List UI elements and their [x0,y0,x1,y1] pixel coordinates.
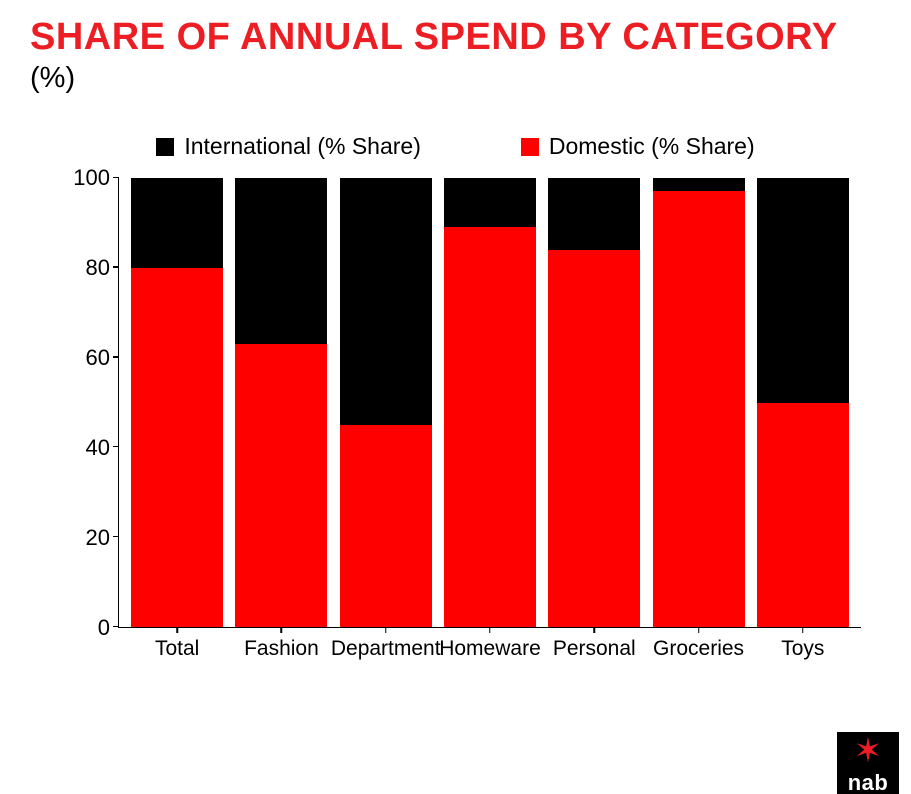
nab-logo: ✶ nab [837,732,899,794]
bar-department: Department [340,178,432,627]
bar-segment-domestic [653,191,745,627]
y-axis-label: 40 [70,435,110,461]
bar-stack [653,178,745,627]
x-axis-tick [281,627,283,633]
y-axis-label: 100 [70,165,110,191]
bar-stack [548,178,640,627]
bar-total: Total [131,178,223,627]
bar-toys: Toys [757,178,849,627]
y-axis-tick [113,626,119,628]
nab-logo-text: nab [848,770,889,794]
bar-segment-international [757,178,849,403]
bar-segment-international [653,178,745,191]
bar-stack [757,178,849,627]
y-axis-tick [113,356,119,358]
legend-swatch-domestic [521,138,539,156]
x-axis-tick [802,627,804,633]
bar-homeware: Homeware [444,178,536,627]
bar-fashion: Fashion [235,178,327,627]
y-axis-tick [113,266,119,268]
x-axis-label: Department [331,637,441,661]
bar-segment-international [131,178,223,268]
y-axis-tick [113,446,119,448]
bar-stack [131,178,223,627]
legend-label-domestic: Domestic (% Share) [549,133,755,160]
x-axis-tick [698,627,700,633]
bar-segment-domestic [548,250,640,627]
bar-stack [340,178,432,627]
bar-segment-domestic [757,403,849,628]
legend-item-international: International (% Share) [156,133,421,160]
bar-segment-international [444,178,536,227]
plot-area: TotalFashionDepartmentHomewarePersonalGr… [118,178,861,628]
bar-segment-domestic [235,344,327,627]
x-axis-tick [489,627,491,633]
chart-title: SHARE OF ANNUAL SPEND BY CATEGORY [30,18,911,56]
legend-swatch-international [156,138,174,156]
y-axis-label: 60 [70,345,110,371]
nab-star-icon: ✶ [854,734,883,768]
x-axis-label: Total [155,637,199,661]
chart-area: 020406080100 TotalFashionDepartmentHomew… [70,178,861,668]
bar-segment-domestic [131,268,223,627]
chart-legend: International (% Share) Domestic (% Shar… [0,133,911,160]
y-axis-tick [113,536,119,538]
legend-label-international: International (% Share) [184,133,421,160]
legend-item-domestic: Domestic (% Share) [521,133,755,160]
bar-stack [444,178,536,627]
x-axis-label: Fashion [244,637,319,661]
bars-container: TotalFashionDepartmentHomewarePersonalGr… [125,178,855,627]
y-axis-label: 0 [70,615,110,641]
bar-personal: Personal [548,178,640,627]
bar-segment-international [548,178,640,250]
y-axis-label: 80 [70,255,110,281]
x-axis-label: Personal [553,637,636,661]
x-axis-label: Homeware [439,637,541,661]
x-axis-label: Toys [781,637,824,661]
x-axis-tick [385,627,387,633]
bar-segment-domestic [340,425,432,627]
bar-groceries: Groceries [653,178,745,627]
bar-stack [235,178,327,627]
bar-segment-international [235,178,327,344]
bar-segment-international [340,178,432,425]
y-axis-tick [113,177,119,179]
chart-subtitle: (%) [30,62,911,95]
x-axis-tick [594,627,596,633]
y-axis-labels: 020406080100 [70,178,110,628]
y-axis-label: 20 [70,525,110,551]
x-axis-tick [176,627,178,633]
bar-segment-domestic [444,227,536,627]
x-axis-label: Groceries [653,637,744,661]
